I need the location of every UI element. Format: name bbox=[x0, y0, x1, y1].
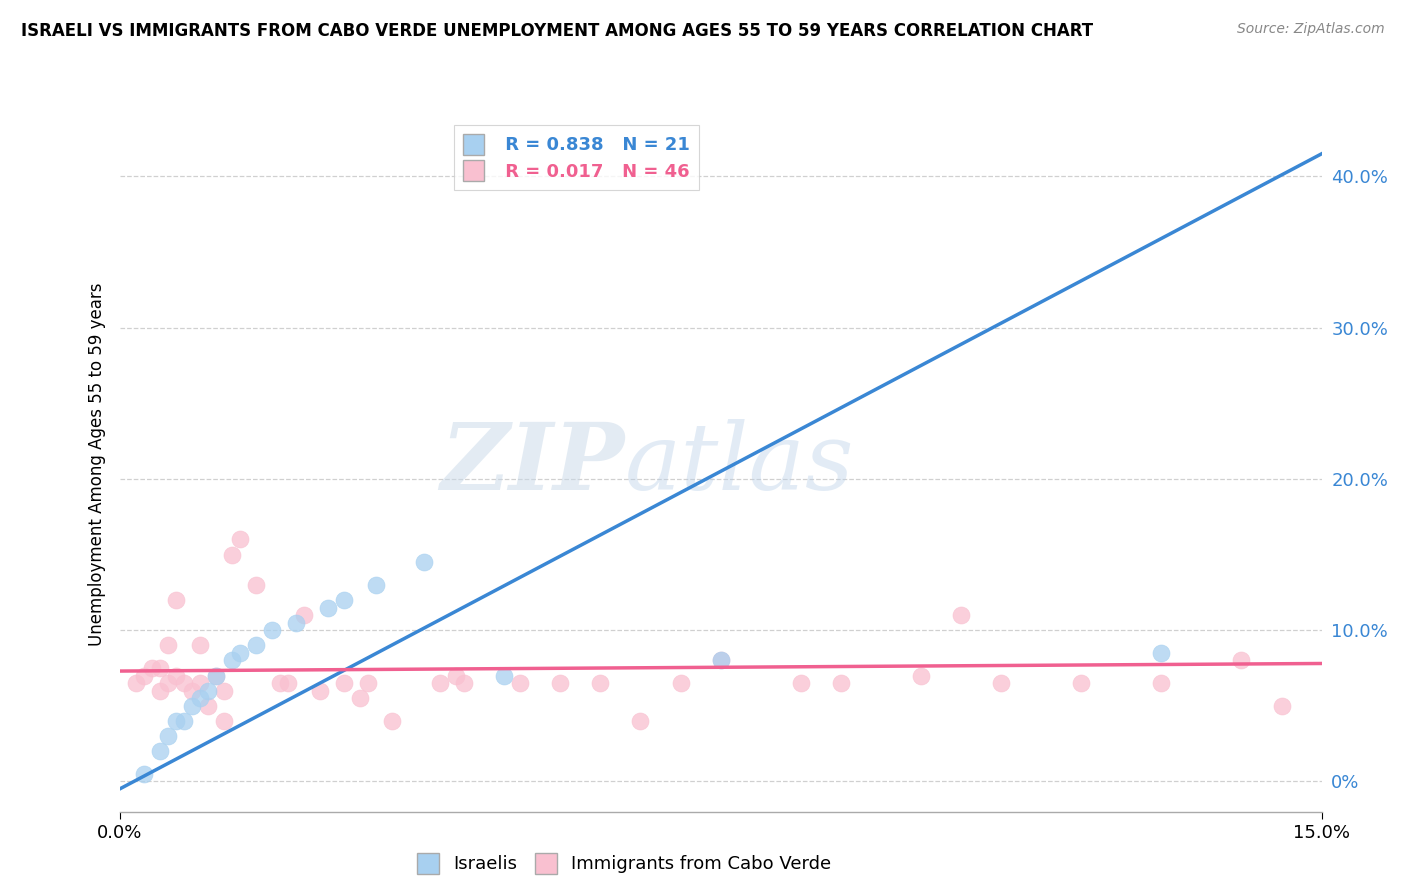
Point bbox=[180, 683, 202, 698]
Point bbox=[364, 578, 387, 592]
Point bbox=[228, 533, 252, 547]
Point bbox=[830, 676, 852, 690]
Point bbox=[132, 668, 155, 682]
Point bbox=[1150, 646, 1173, 660]
Point bbox=[277, 676, 299, 690]
Point bbox=[509, 676, 531, 690]
Y-axis label: Unemployment Among Ages 55 to 59 years: Unemployment Among Ages 55 to 59 years bbox=[87, 282, 105, 646]
Point bbox=[550, 676, 572, 690]
Point bbox=[188, 676, 211, 690]
Point bbox=[260, 624, 283, 638]
Point bbox=[245, 638, 267, 652]
Point bbox=[790, 676, 813, 690]
Point bbox=[165, 593, 187, 607]
Point bbox=[124, 676, 146, 690]
Point bbox=[173, 714, 195, 728]
Point bbox=[1070, 676, 1092, 690]
Point bbox=[204, 668, 226, 682]
Point bbox=[990, 676, 1012, 690]
Point bbox=[165, 668, 187, 682]
Point bbox=[709, 653, 731, 667]
Point bbox=[381, 714, 404, 728]
Point bbox=[149, 683, 172, 698]
Point bbox=[292, 608, 315, 623]
Point bbox=[910, 668, 932, 682]
Point bbox=[444, 668, 467, 682]
Point bbox=[156, 729, 179, 743]
Point bbox=[149, 744, 172, 758]
Point bbox=[429, 676, 451, 690]
Point bbox=[333, 676, 356, 690]
Point bbox=[156, 676, 179, 690]
Point bbox=[1150, 676, 1173, 690]
Point bbox=[156, 638, 179, 652]
Point bbox=[1271, 698, 1294, 713]
Point bbox=[316, 600, 339, 615]
Point bbox=[1230, 653, 1253, 667]
Legend: Israelis, Immigrants from Cabo Verde: Israelis, Immigrants from Cabo Verde bbox=[408, 844, 841, 883]
Point bbox=[188, 691, 211, 706]
Text: ZIP: ZIP bbox=[440, 419, 624, 508]
Point bbox=[269, 676, 291, 690]
Point bbox=[204, 668, 226, 682]
Point bbox=[132, 767, 155, 781]
Point bbox=[309, 683, 332, 698]
Point bbox=[212, 714, 235, 728]
Point bbox=[165, 714, 187, 728]
Point bbox=[197, 698, 219, 713]
Point bbox=[141, 661, 163, 675]
Point bbox=[173, 676, 195, 690]
Point bbox=[221, 548, 243, 562]
Point bbox=[197, 683, 219, 698]
Text: Source: ZipAtlas.com: Source: ZipAtlas.com bbox=[1237, 22, 1385, 37]
Point bbox=[284, 615, 307, 630]
Text: ISRAELI VS IMMIGRANTS FROM CABO VERDE UNEMPLOYMENT AMONG AGES 55 TO 59 YEARS COR: ISRAELI VS IMMIGRANTS FROM CABO VERDE UN… bbox=[21, 22, 1094, 40]
Point bbox=[333, 593, 356, 607]
Text: atlas: atlas bbox=[624, 419, 853, 508]
Point bbox=[149, 661, 172, 675]
Point bbox=[188, 638, 211, 652]
Point bbox=[357, 676, 380, 690]
Point bbox=[669, 676, 692, 690]
Point bbox=[453, 676, 475, 690]
Point bbox=[180, 698, 202, 713]
Point bbox=[245, 578, 267, 592]
Point bbox=[221, 653, 243, 667]
Point bbox=[950, 608, 973, 623]
Point bbox=[413, 555, 436, 569]
Point bbox=[589, 676, 612, 690]
Point bbox=[228, 646, 252, 660]
Point bbox=[630, 714, 652, 728]
Point bbox=[709, 653, 731, 667]
Point bbox=[212, 683, 235, 698]
Point bbox=[349, 691, 371, 706]
Point bbox=[494, 668, 516, 682]
